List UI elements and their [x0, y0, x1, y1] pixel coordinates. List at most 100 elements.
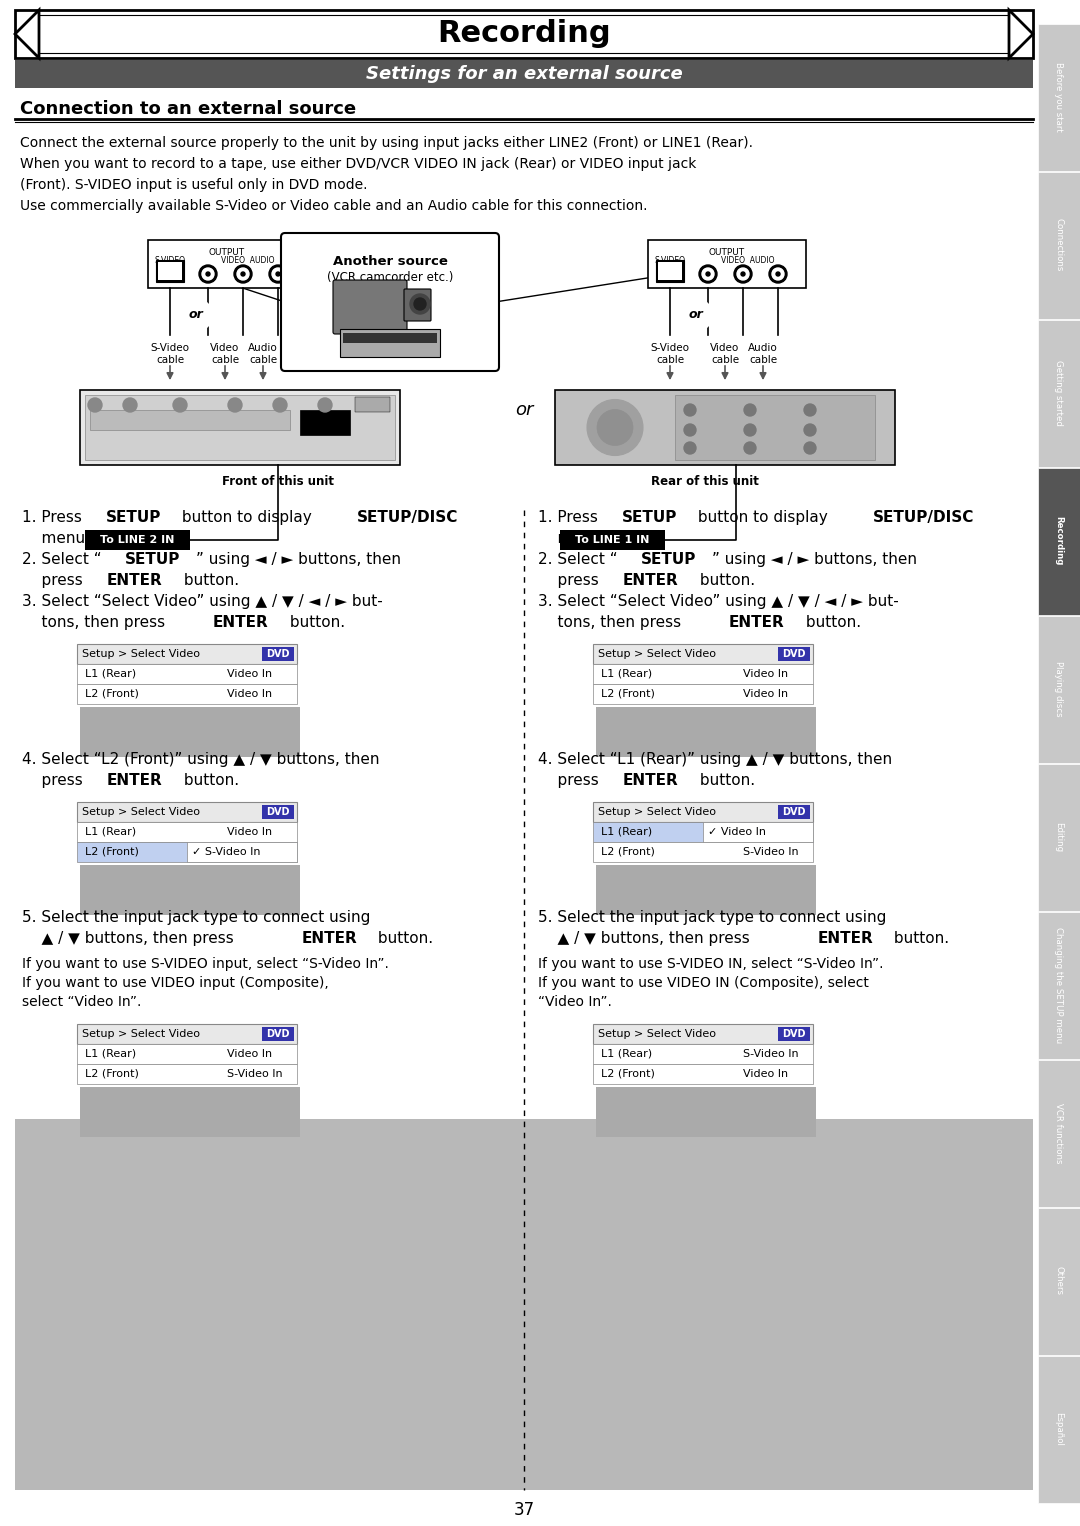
Text: L1 (Rear): L1 (Rear): [600, 827, 652, 836]
Text: Rear of this unit: Rear of this unit: [651, 475, 759, 488]
Text: 1. Press: 1. Press: [22, 510, 86, 525]
Text: Connections: Connections: [1054, 218, 1064, 272]
Text: Recording: Recording: [437, 20, 611, 49]
Text: menu.: menu.: [22, 531, 90, 546]
Text: S-Video
cable: S-Video cable: [650, 343, 689, 365]
Text: press: press: [22, 572, 87, 588]
Text: 2. Select “: 2. Select “: [538, 552, 618, 568]
Text: button.: button.: [178, 572, 239, 588]
Text: Audio
cable: Audio cable: [248, 343, 278, 365]
Text: Connect the external source properly to the unit by using input jacks either LIN: Connect the external source properly to …: [21, 136, 753, 150]
Bar: [1038, 468, 1080, 615]
Text: Connection to an external source: Connection to an external source: [21, 101, 356, 118]
Bar: [596, 707, 816, 757]
Circle shape: [769, 266, 787, 282]
Text: To LINE 2 IN: To LINE 2 IN: [99, 536, 174, 545]
Text: ✓ S-Video In: ✓ S-Video In: [192, 847, 260, 858]
Circle shape: [318, 398, 332, 412]
Text: L2 (Front): L2 (Front): [600, 847, 654, 858]
Circle shape: [744, 424, 756, 436]
Text: Setup > Select Video: Setup > Select Video: [82, 807, 200, 816]
Text: SETUP: SETUP: [640, 552, 697, 568]
Text: L2 (Front): L2 (Front): [85, 690, 139, 699]
Bar: [262, 647, 294, 661]
Bar: [15, 1119, 1032, 1489]
Bar: [343, 333, 437, 343]
Text: 4. Select “L2 (Front)” using ▲ / ▼ buttons, then: 4. Select “L2 (Front)” using ▲ / ▼ butto…: [22, 752, 379, 768]
Bar: [262, 806, 294, 819]
Text: OUTPUT: OUTPUT: [208, 249, 245, 256]
Circle shape: [87, 398, 102, 412]
Text: ENTER: ENTER: [107, 572, 162, 588]
Bar: [15, 11, 1032, 58]
Text: VIDEO  AUDIO: VIDEO AUDIO: [221, 256, 274, 266]
Text: (Front). S-VIDEO input is useful only in DVD mode.: (Front). S-VIDEO input is useful only in…: [21, 179, 367, 192]
Text: S-Video In: S-Video In: [227, 1070, 283, 1079]
Bar: [80, 865, 300, 916]
Text: Playing discs: Playing discs: [1054, 661, 1064, 717]
Bar: [561, 530, 665, 549]
Bar: [300, 410, 350, 435]
Bar: [77, 823, 297, 842]
Circle shape: [241, 272, 245, 276]
Bar: [593, 823, 813, 842]
Bar: [187, 842, 297, 862]
Polygon shape: [1009, 11, 1032, 58]
Bar: [77, 1064, 297, 1083]
Text: S-VIDEO: S-VIDEO: [154, 256, 186, 266]
Text: 3. Select “Select Video” using ▲ / ▼ / ◄ / ► but-: 3. Select “Select Video” using ▲ / ▼ / ◄…: [538, 594, 899, 609]
Text: VCR functions: VCR functions: [1054, 1103, 1064, 1163]
Text: DVD: DVD: [267, 1029, 289, 1039]
Text: SETUP/DISC: SETUP/DISC: [873, 510, 974, 525]
Text: L1 (Rear): L1 (Rear): [600, 1048, 652, 1059]
Text: select “Video In”.: select “Video In”.: [22, 995, 141, 1009]
Text: button.: button.: [285, 615, 345, 630]
FancyBboxPatch shape: [80, 391, 400, 465]
Circle shape: [804, 443, 816, 455]
Bar: [158, 262, 183, 279]
Text: button.: button.: [890, 931, 949, 946]
Text: or: or: [689, 308, 703, 322]
Text: press: press: [538, 774, 604, 787]
Bar: [778, 647, 810, 661]
Text: Video In: Video In: [743, 690, 788, 699]
Bar: [1038, 913, 1080, 1059]
Bar: [675, 395, 875, 459]
Text: ENTER: ENTER: [301, 931, 357, 946]
Text: ▲ / ▼ buttons, then press: ▲ / ▼ buttons, then press: [22, 931, 239, 946]
Bar: [596, 865, 816, 916]
Circle shape: [206, 272, 210, 276]
Text: L2 (Front): L2 (Front): [600, 690, 654, 699]
Text: menu.: menu.: [538, 531, 606, 546]
Text: ENTER: ENTER: [729, 615, 785, 630]
Text: Recording: Recording: [1054, 516, 1064, 566]
Text: If you want to use VIDEO IN (Composite), select: If you want to use VIDEO IN (Composite),…: [538, 977, 869, 990]
Text: Español: Español: [1054, 1412, 1064, 1447]
Text: Video
cable: Video cable: [711, 343, 740, 365]
Text: ” using ◄ / ► buttons, then: ” using ◄ / ► buttons, then: [712, 552, 917, 568]
Text: Another source: Another source: [333, 255, 447, 269]
Text: tons, then press: tons, then press: [22, 615, 170, 630]
Text: ENTER: ENTER: [213, 615, 269, 630]
Text: 5. Select the input jack type to connect using: 5. Select the input jack type to connect…: [22, 909, 370, 925]
Bar: [703, 823, 813, 842]
Bar: [1038, 617, 1080, 763]
Bar: [90, 410, 291, 430]
Text: Editing: Editing: [1054, 823, 1064, 852]
Text: Settings for an external source: Settings for an external source: [366, 66, 683, 82]
Text: button to display: button to display: [177, 510, 316, 525]
Text: If you want to use S-VIDEO input, select “S-Video In”.: If you want to use S-VIDEO input, select…: [22, 957, 389, 971]
Text: L1 (Rear): L1 (Rear): [85, 1048, 136, 1059]
Text: DVD: DVD: [782, 807, 806, 816]
Bar: [1038, 172, 1080, 319]
Text: button.: button.: [801, 615, 861, 630]
Circle shape: [234, 266, 252, 282]
Bar: [1038, 320, 1080, 467]
Text: ✓ Video In: ✓ Video In: [708, 827, 766, 836]
Text: SETUP: SETUP: [125, 552, 180, 568]
Bar: [80, 1087, 300, 1137]
Bar: [77, 842, 297, 862]
Text: S-Video In: S-Video In: [743, 1048, 798, 1059]
Circle shape: [772, 269, 784, 279]
Bar: [593, 684, 813, 703]
